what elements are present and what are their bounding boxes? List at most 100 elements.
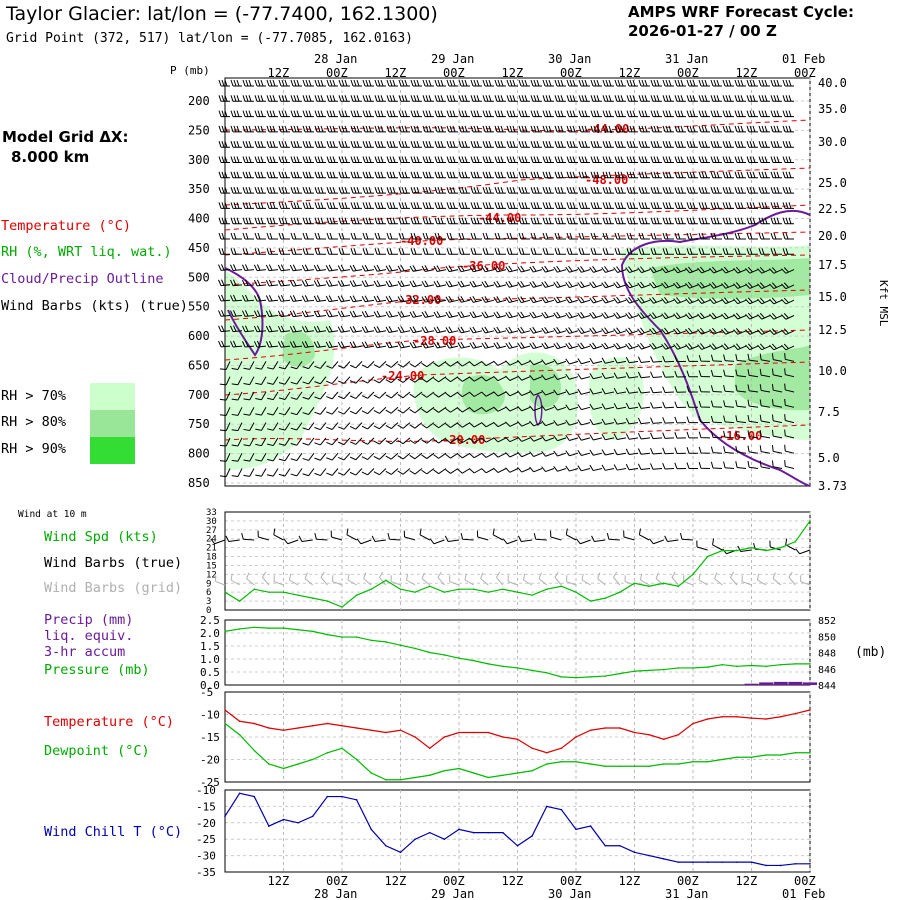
pressure-point: [414, 647, 416, 650]
wind-barb: [529, 405, 543, 412]
wind-barb: [589, 449, 603, 456]
wind-barb: [218, 79, 230, 87]
wind-speed-point: [706, 555, 709, 558]
wind-barb: [326, 141, 338, 148]
wind-barb: [590, 248, 602, 255]
wind-barb: [710, 141, 722, 148]
kft-axis-label: Kft MSL: [877, 280, 890, 327]
wind-barb: [554, 110, 566, 118]
wind-barb: [698, 141, 710, 148]
top-hour-label: 12Z: [619, 66, 641, 80]
wind-barb: [601, 266, 615, 273]
wind-barb: [770, 248, 782, 255]
wind-barb: [373, 422, 387, 430]
wind-barb: [697, 312, 711, 320]
wind-barb: [410, 156, 422, 163]
precip-y-tick-label: 0.5: [200, 666, 220, 679]
wind-barb: [481, 280, 495, 288]
wind-barb: [782, 110, 794, 118]
wind-barb: [613, 342, 627, 350]
temperature-point: [765, 718, 767, 720]
wind-barb: [662, 417, 675, 424]
wind-barb: [541, 311, 555, 319]
temp-y-tick-label: -5: [200, 686, 213, 699]
wind-barb: [505, 390, 519, 397]
wind-barb: [470, 202, 482, 209]
wind-barb: [218, 95, 230, 102]
wind-barb: [590, 156, 602, 163]
wind-barb: [218, 248, 230, 255]
wind-barb: [241, 532, 255, 541]
wind-barb: [723, 384, 735, 393]
wind-barb: [314, 202, 326, 209]
pressure-point: [355, 636, 358, 638]
wind-barb: [255, 361, 267, 370]
wind-barb: [782, 125, 794, 133]
wind-barb: [403, 530, 416, 541]
wind-barb: [782, 232, 794, 240]
wind-barb: [578, 141, 590, 148]
wind-barb: [698, 354, 711, 362]
wind-barb: [313, 325, 327, 333]
pressure-point: [428, 651, 431, 654]
wind-barb: [662, 202, 674, 209]
wind-barb: [350, 110, 362, 118]
wind-barb: [338, 95, 350, 102]
wind-barb: [385, 437, 399, 445]
wind-barb: [602, 141, 614, 148]
wind-barb: [255, 468, 267, 477]
wind-barb: [662, 141, 674, 148]
wind-10m-caption: Wind at 10 m: [18, 509, 87, 520]
wind-barb: [469, 360, 483, 367]
wind-barb: [566, 110, 578, 118]
dewpoint-point: [545, 763, 548, 765]
wind-barb: [553, 281, 567, 288]
wind-barb: [338, 452, 351, 461]
wind-barb: [433, 391, 447, 398]
wind-barb: [710, 248, 722, 255]
wind-barb: [733, 297, 747, 305]
wind-barb: [422, 186, 434, 194]
dewpoint-point: [311, 758, 314, 761]
wind-barb: [230, 171, 242, 179]
kft-tick-label: 15.0: [818, 290, 847, 304]
wind-barb: [661, 281, 675, 289]
cross-section-panel: 2002503003504004505005506006507007508008…: [188, 76, 890, 493]
wind-barb: [242, 141, 254, 148]
wind-barb: [506, 171, 518, 179]
wind-barb: [302, 79, 314, 87]
wind-barb: [302, 171, 314, 179]
wind-barb: [326, 95, 338, 102]
wind-barb: [434, 95, 446, 102]
dewpoint-point: [633, 765, 636, 768]
wind-barb: [601, 281, 615, 289]
wind-barb: [469, 437, 483, 443]
dewpoint-point: [224, 722, 226, 725]
wind-barb: [231, 361, 243, 370]
wind-barb: [566, 171, 578, 179]
wind-barb: [242, 171, 254, 179]
wind-barb: [302, 217, 314, 225]
pressure-point: [268, 627, 270, 629]
wind-barb: [745, 282, 759, 289]
wind-barb: [218, 217, 230, 225]
wind-barb: [219, 468, 231, 478]
wind-barb: [553, 265, 567, 273]
dewpoint-point: [692, 760, 694, 763]
wind-barb: [517, 436, 531, 442]
wind-barb: [446, 125, 458, 133]
wind-barb: [626, 248, 638, 255]
wind-barb: [542, 248, 554, 255]
wind-barb: [565, 528, 577, 541]
wind-barb: [422, 248, 434, 255]
wind-barb: [686, 202, 698, 209]
wind-barb: [518, 110, 530, 118]
wind-barb: [578, 248, 590, 255]
wind-barb: [602, 248, 614, 255]
wind-barb: [649, 327, 663, 335]
wind-barb: [398, 156, 410, 163]
temperature-point: [238, 720, 241, 723]
wind-barb: [410, 202, 422, 209]
temperature-point: [414, 736, 416, 738]
